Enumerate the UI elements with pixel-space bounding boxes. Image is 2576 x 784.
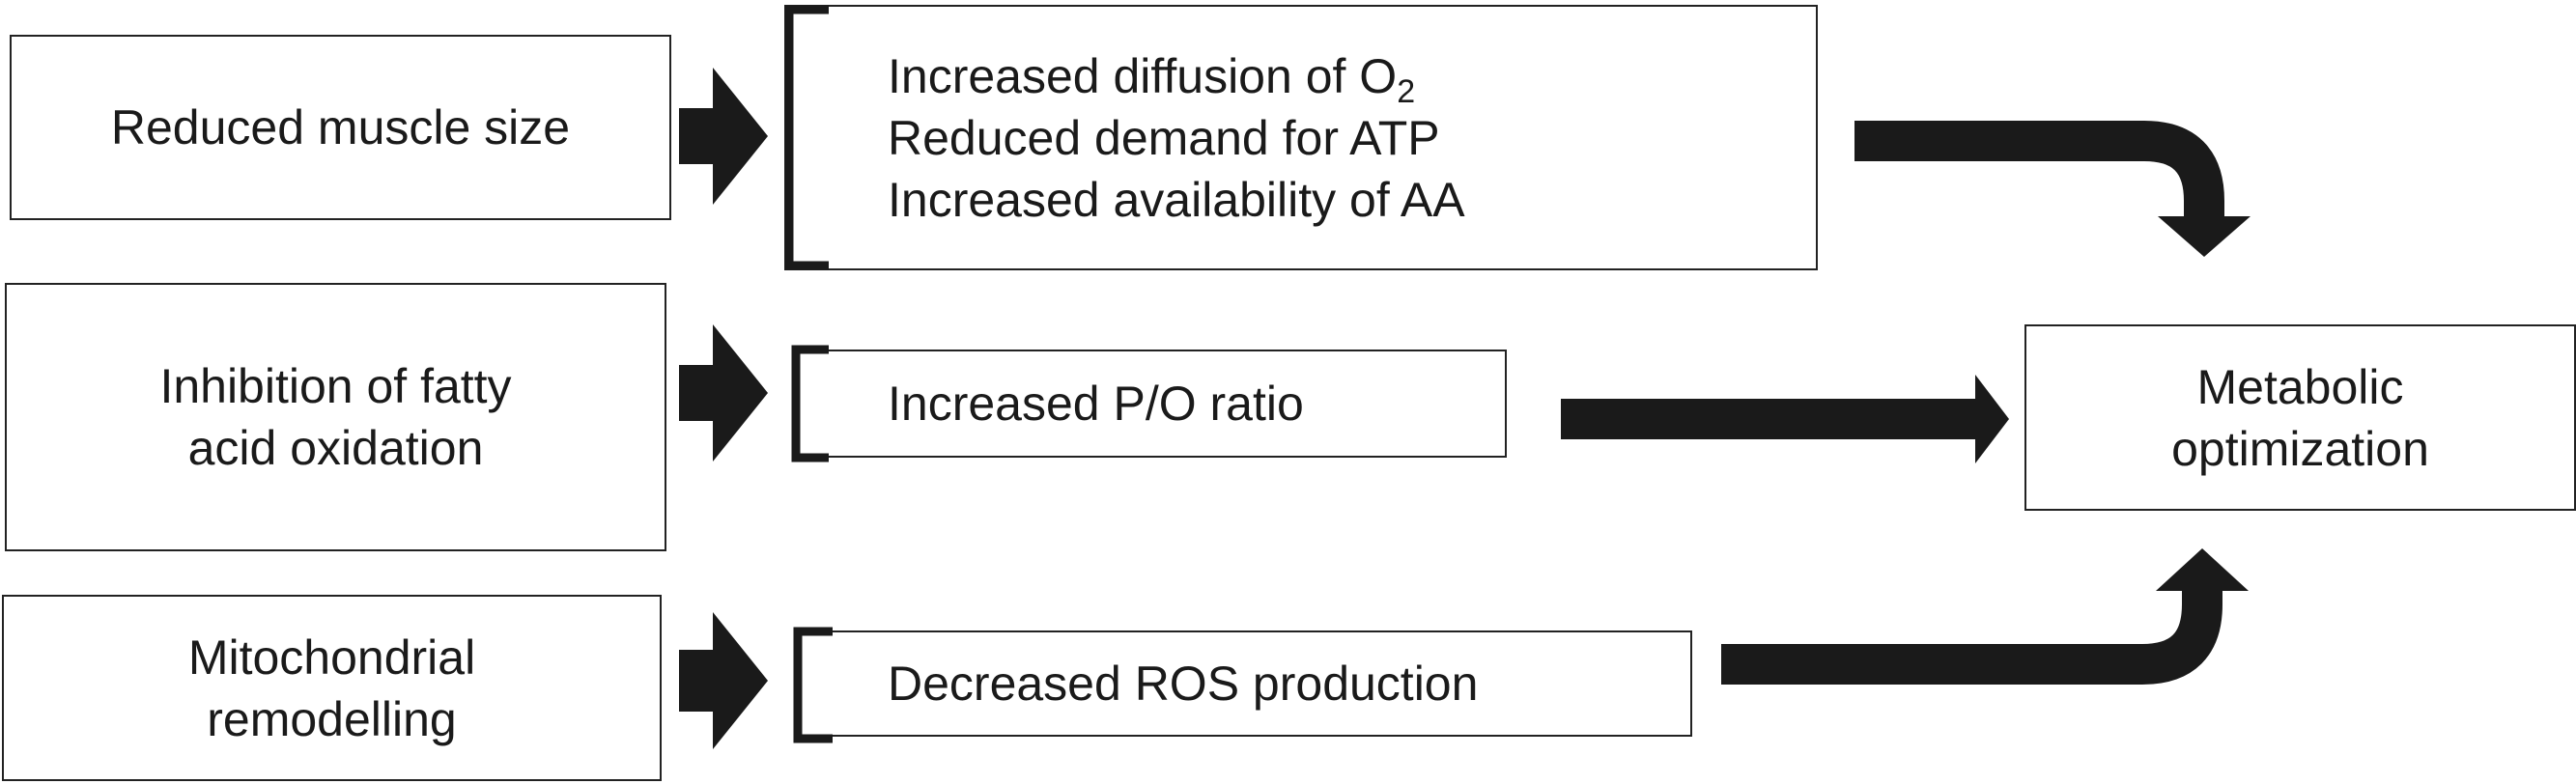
- cause-label-line: Inhibition of fatty: [159, 359, 512, 413]
- cause-label-line: remodelling: [207, 691, 457, 746]
- effect-box-top: Increased diffusion of O2 Reduced demand…: [784, 5, 1818, 270]
- oxygen-subscript: 2: [1397, 72, 1416, 110]
- outcome-box-metabolic-optimization: Metabolic optimization: [2024, 324, 2576, 511]
- outcome-label-line: optimization: [2171, 421, 2429, 476]
- effect-line-po-ratio: Increased P/O ratio: [888, 377, 1304, 431]
- effect-line-atp-demand: Reduced demand for ATP: [888, 110, 1440, 165]
- curved-arrow-up-head: [2156, 548, 2249, 591]
- effect-line-oxygen-text: Increased diffusion of O: [888, 48, 1398, 103]
- block-arrow-right-icon: [679, 68, 768, 205]
- arrow-right-head: [1975, 375, 2009, 463]
- effect-line-oxygen-diffusion: Increased diffusion of O2: [888, 45, 1816, 110]
- cause-label-line: acid oxidation: [187, 421, 484, 475]
- curved-arrow-down-head: [2158, 216, 2250, 257]
- cause-box-mitochondrial-remodelling: Mitochondrial remodelling: [2, 595, 662, 781]
- cause-box-reduced-muscle-size: Reduced muscle size: [10, 35, 671, 220]
- cause-label-line: Reduced muscle size: [110, 100, 571, 154]
- curved-arrow-up-icon: [1721, 587, 2222, 685]
- arrow-right-shaft: [1561, 399, 1982, 439]
- outcome-label-line: Metabolic: [2196, 359, 2404, 414]
- effect-line-ros-production: Decreased ROS production: [888, 657, 1479, 711]
- effect-box-bottom: Decreased ROS production: [794, 630, 1692, 737]
- block-arrow-right-icon: [679, 324, 768, 462]
- effect-line-aa-availability: Increased availability of AA: [888, 172, 1465, 227]
- block-arrow-right-icon: [679, 612, 768, 749]
- curved-arrow-down-icon: [1854, 121, 2224, 218]
- effect-box-middle: Increased P/O ratio: [792, 350, 1507, 458]
- cause-label-line: Mitochondrial: [187, 630, 476, 685]
- cause-box-inhibition-fatty-acid-oxidation: Inhibition of fatty acid oxidation: [5, 283, 666, 551]
